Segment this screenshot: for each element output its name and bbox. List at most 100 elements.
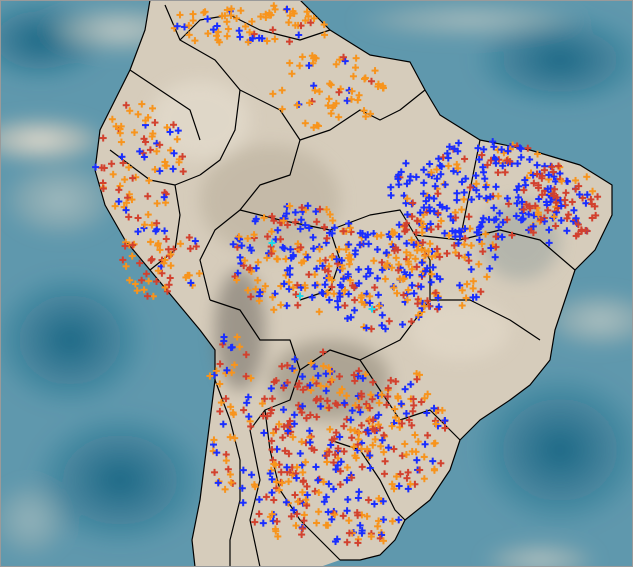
fire-marker-icon bbox=[550, 190, 558, 198]
fire-marker-icon bbox=[458, 206, 466, 214]
fire-marker-icon bbox=[306, 438, 314, 446]
fire-marker-icon bbox=[355, 91, 363, 99]
fire-marker-icon bbox=[210, 436, 218, 444]
fire-marker-icon bbox=[244, 393, 252, 401]
fire-marker-icon bbox=[163, 124, 171, 132]
fire-marker-icon bbox=[154, 239, 162, 247]
fire-marker-icon bbox=[271, 290, 279, 298]
fire-marker-icon bbox=[256, 288, 264, 296]
fire-marker-icon bbox=[490, 204, 498, 212]
fire-marker-icon bbox=[286, 202, 294, 210]
fire-marker-icon bbox=[362, 113, 370, 121]
fire-marker-icon bbox=[111, 202, 119, 210]
fire-marker-icon bbox=[438, 162, 446, 170]
fire-marker-icon bbox=[351, 401, 359, 409]
fire-marker-icon bbox=[462, 175, 470, 183]
fire-marker-icon bbox=[379, 82, 387, 90]
fire-marker-icon bbox=[406, 271, 414, 279]
fire-marker-icon bbox=[340, 53, 348, 61]
fire-marker-icon bbox=[322, 452, 330, 460]
fire-marker-icon bbox=[246, 264, 254, 272]
fire-marker-icon bbox=[261, 282, 269, 290]
fire-marker-icon bbox=[381, 275, 389, 283]
fire-marker-icon bbox=[344, 496, 352, 504]
fire-marker-icon bbox=[122, 206, 130, 214]
fire-marker-icon bbox=[270, 2, 278, 10]
fire-marker-icon bbox=[345, 517, 353, 525]
fire-marker-icon bbox=[414, 311, 422, 319]
fire-marker-icon bbox=[248, 18, 256, 26]
fire-marker-icon bbox=[254, 258, 262, 266]
fire-marker-icon bbox=[351, 296, 359, 304]
fire-marker-icon bbox=[437, 459, 445, 467]
fire-marker-icon bbox=[365, 496, 373, 504]
fire-marker-icon bbox=[576, 190, 584, 198]
fire-marker-icon bbox=[517, 153, 525, 161]
fire-marker-icon bbox=[295, 401, 303, 409]
fire-marker-icon bbox=[264, 233, 272, 241]
fire-marker-icon bbox=[403, 474, 411, 482]
fire-marker-icon bbox=[349, 72, 357, 80]
fire-marker-icon bbox=[347, 95, 355, 103]
fire-marker-icon bbox=[425, 194, 433, 202]
fire-marker-icon bbox=[467, 242, 475, 250]
fire-marker-icon bbox=[258, 34, 266, 42]
fire-marker-icon bbox=[366, 464, 374, 472]
fire-marker-icon bbox=[214, 28, 222, 36]
fire-marker-icon bbox=[403, 296, 411, 304]
fire-marker-icon bbox=[301, 16, 309, 24]
fire-marker-icon bbox=[287, 512, 295, 520]
fire-marker-icon bbox=[398, 452, 406, 460]
fire-marker-icon bbox=[280, 280, 288, 288]
fire-marker-icon bbox=[406, 480, 414, 488]
fire-marker-icon bbox=[400, 268, 408, 276]
fire-marker-icon bbox=[371, 427, 379, 435]
fire-marker-icon bbox=[329, 217, 337, 225]
fire-marker-icon bbox=[358, 439, 366, 447]
fire-marker-icon bbox=[334, 260, 342, 268]
fire-marker-icon bbox=[441, 424, 449, 432]
fire-marker-icon bbox=[291, 208, 299, 216]
fire-marker-icon bbox=[298, 409, 306, 417]
fire-marker-icon bbox=[398, 419, 406, 427]
fire-marker-icon bbox=[306, 427, 314, 435]
fire-marker-icon bbox=[514, 193, 522, 201]
fire-marker-icon bbox=[388, 264, 396, 272]
fire-marker-icon bbox=[414, 300, 422, 308]
fire-marker-icon bbox=[142, 117, 150, 125]
fire-marker-icon bbox=[404, 485, 412, 493]
fire-marker-icon bbox=[319, 290, 327, 298]
fire-marker-icon bbox=[413, 246, 421, 254]
fire-marker-icon bbox=[163, 287, 171, 295]
fire-marker-icon bbox=[513, 199, 521, 207]
fire-marker-icon bbox=[480, 168, 488, 176]
fire-marker-icon bbox=[251, 518, 259, 526]
fire-marker-icon bbox=[322, 370, 330, 378]
fire-marker-icon bbox=[236, 253, 244, 261]
fire-marker-icon bbox=[216, 407, 224, 415]
fire-marker-icon bbox=[247, 422, 255, 430]
fire-marker-icon bbox=[216, 360, 224, 368]
fire-marker-icon bbox=[434, 209, 442, 217]
fire-marker-icon bbox=[355, 429, 363, 437]
fire-marker-icon bbox=[406, 251, 414, 259]
fire-marker-icon bbox=[374, 291, 382, 299]
fire-marker-icon bbox=[434, 190, 442, 198]
fire-marker-icon bbox=[362, 371, 370, 379]
fire-marker-icon bbox=[381, 457, 389, 465]
fire-marker-icon bbox=[343, 392, 351, 400]
fire-marker-icon bbox=[420, 475, 428, 483]
fire-marker-icon bbox=[325, 404, 333, 412]
fire-marker-icon bbox=[327, 441, 335, 449]
fire-marker-icon bbox=[258, 400, 266, 408]
fire-marker-icon bbox=[173, 135, 181, 143]
fire-marker-icon bbox=[360, 107, 368, 115]
fire-marker-icon bbox=[298, 53, 306, 61]
fire-marker-icon bbox=[411, 255, 419, 263]
fire-marker-icon bbox=[380, 448, 388, 456]
fire-marker-icon bbox=[445, 232, 453, 240]
fire-marker-icon bbox=[288, 365, 296, 373]
fire-marker-icon bbox=[410, 289, 418, 297]
fire-marker-icon bbox=[314, 476, 322, 484]
